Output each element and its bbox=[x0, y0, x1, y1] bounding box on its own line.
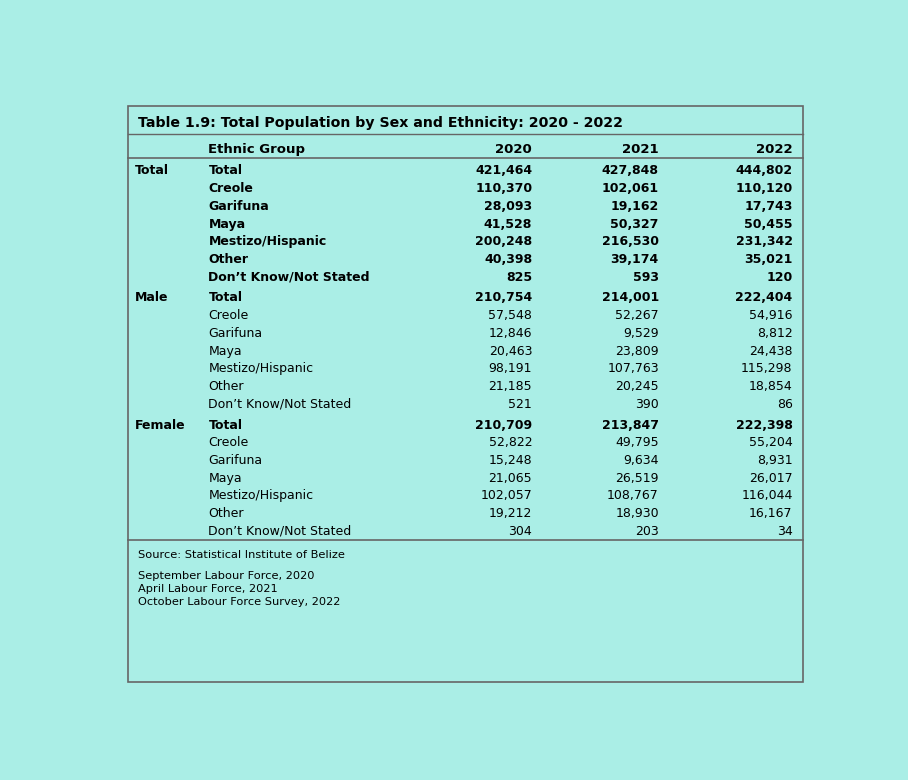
Text: 120: 120 bbox=[766, 271, 793, 284]
Text: Ethnic Group: Ethnic Group bbox=[209, 144, 305, 157]
Text: 52,822: 52,822 bbox=[489, 436, 532, 449]
Text: 421,464: 421,464 bbox=[475, 165, 532, 178]
Text: 41,528: 41,528 bbox=[484, 218, 532, 231]
Text: Don’t Know/Not Stated: Don’t Know/Not Stated bbox=[209, 525, 351, 538]
Text: Male: Male bbox=[134, 292, 168, 304]
Text: 210,709: 210,709 bbox=[475, 419, 532, 431]
Text: 825: 825 bbox=[506, 271, 532, 284]
Text: 26,017: 26,017 bbox=[749, 472, 793, 484]
Text: 231,342: 231,342 bbox=[735, 236, 793, 248]
Text: Garifuna: Garifuna bbox=[209, 200, 270, 213]
Text: Maya: Maya bbox=[209, 218, 246, 231]
Text: 49,795: 49,795 bbox=[616, 436, 659, 449]
Text: 2020: 2020 bbox=[496, 144, 532, 157]
Text: 23,809: 23,809 bbox=[616, 345, 659, 358]
Text: 427,848: 427,848 bbox=[602, 165, 659, 178]
Text: 54,916: 54,916 bbox=[749, 309, 793, 322]
Text: 214,001: 214,001 bbox=[602, 292, 659, 304]
Text: 15,248: 15,248 bbox=[489, 454, 532, 467]
Text: 203: 203 bbox=[635, 525, 659, 538]
Text: 40,398: 40,398 bbox=[484, 253, 532, 266]
Text: 444,802: 444,802 bbox=[735, 165, 793, 178]
Text: 21,065: 21,065 bbox=[489, 472, 532, 484]
Text: 39,174: 39,174 bbox=[610, 253, 659, 266]
Text: Other: Other bbox=[209, 380, 244, 393]
Text: 213,847: 213,847 bbox=[602, 419, 659, 431]
Text: 521: 521 bbox=[508, 398, 532, 411]
Text: Female: Female bbox=[134, 419, 185, 431]
Text: 222,404: 222,404 bbox=[735, 292, 793, 304]
Text: 8,812: 8,812 bbox=[757, 327, 793, 340]
Text: 52,267: 52,267 bbox=[616, 309, 659, 322]
Text: 2021: 2021 bbox=[622, 144, 659, 157]
Text: 200,248: 200,248 bbox=[475, 236, 532, 248]
Text: 110,120: 110,120 bbox=[735, 183, 793, 195]
Text: Maya: Maya bbox=[209, 345, 242, 358]
Text: 210,754: 210,754 bbox=[475, 292, 532, 304]
Text: 26,519: 26,519 bbox=[616, 472, 659, 484]
Text: Creole: Creole bbox=[209, 309, 249, 322]
Text: September Labour Force, 2020: September Labour Force, 2020 bbox=[138, 571, 315, 581]
Text: Maya: Maya bbox=[209, 472, 242, 484]
Text: 116,044: 116,044 bbox=[741, 489, 793, 502]
Text: 390: 390 bbox=[635, 398, 659, 411]
Text: Mestizo/Hispanic: Mestizo/Hispanic bbox=[209, 489, 313, 502]
Text: 304: 304 bbox=[508, 525, 532, 538]
Text: 18,930: 18,930 bbox=[616, 507, 659, 520]
Text: Total: Total bbox=[209, 419, 242, 431]
Text: Mestizo/Hispanic: Mestizo/Hispanic bbox=[209, 236, 327, 248]
Text: 86: 86 bbox=[776, 398, 793, 411]
Text: 55,204: 55,204 bbox=[749, 436, 793, 449]
Text: Other: Other bbox=[209, 507, 244, 520]
Text: Total: Total bbox=[134, 165, 169, 178]
Text: 8,931: 8,931 bbox=[757, 454, 793, 467]
Text: Total: Total bbox=[209, 165, 242, 178]
Text: 16,167: 16,167 bbox=[749, 507, 793, 520]
Text: Creole: Creole bbox=[209, 183, 253, 195]
Text: October Labour Force Survey, 2022: October Labour Force Survey, 2022 bbox=[138, 597, 340, 607]
Text: 593: 593 bbox=[633, 271, 659, 284]
Text: 57,548: 57,548 bbox=[489, 309, 532, 322]
Text: Source: Statistical Institute of Belize: Source: Statistical Institute of Belize bbox=[138, 551, 345, 560]
Text: Table 1.9: Total Population by Sex and Ethnicity: 2020 - 2022: Table 1.9: Total Population by Sex and E… bbox=[138, 115, 623, 129]
Text: April Labour Force, 2021: April Labour Force, 2021 bbox=[138, 584, 278, 594]
Text: 50,455: 50,455 bbox=[744, 218, 793, 231]
Text: 34: 34 bbox=[777, 525, 793, 538]
Text: 108,767: 108,767 bbox=[607, 489, 659, 502]
Text: Garifuna: Garifuna bbox=[209, 327, 262, 340]
Text: 2022: 2022 bbox=[756, 144, 793, 157]
Text: 12,846: 12,846 bbox=[489, 327, 532, 340]
Text: 19,162: 19,162 bbox=[610, 200, 659, 213]
Text: Garifuna: Garifuna bbox=[209, 454, 262, 467]
FancyBboxPatch shape bbox=[127, 105, 804, 682]
Text: 110,370: 110,370 bbox=[475, 183, 532, 195]
Text: 98,191: 98,191 bbox=[489, 363, 532, 375]
Text: Other: Other bbox=[209, 253, 249, 266]
Text: Mestizo/Hispanic: Mestizo/Hispanic bbox=[209, 363, 313, 375]
Text: 9,634: 9,634 bbox=[624, 454, 659, 467]
Text: Total: Total bbox=[209, 292, 242, 304]
Text: 17,743: 17,743 bbox=[745, 200, 793, 213]
Text: 50,327: 50,327 bbox=[610, 218, 659, 231]
Text: 35,021: 35,021 bbox=[745, 253, 793, 266]
Text: 28,093: 28,093 bbox=[484, 200, 532, 213]
Text: 20,463: 20,463 bbox=[489, 345, 532, 358]
Text: Don’t Know/Not Stated: Don’t Know/Not Stated bbox=[209, 271, 370, 284]
Text: 102,061: 102,061 bbox=[602, 183, 659, 195]
Text: 115,298: 115,298 bbox=[741, 363, 793, 375]
Text: 102,057: 102,057 bbox=[480, 489, 532, 502]
Text: 9,529: 9,529 bbox=[623, 327, 659, 340]
Text: 24,438: 24,438 bbox=[749, 345, 793, 358]
Text: 107,763: 107,763 bbox=[607, 363, 659, 375]
Text: 222,398: 222,398 bbox=[735, 419, 793, 431]
Text: 18,854: 18,854 bbox=[749, 380, 793, 393]
Text: Don’t Know/Not Stated: Don’t Know/Not Stated bbox=[209, 398, 351, 411]
Text: 21,185: 21,185 bbox=[489, 380, 532, 393]
Text: Creole: Creole bbox=[209, 436, 249, 449]
Text: 19,212: 19,212 bbox=[489, 507, 532, 520]
Text: 20,245: 20,245 bbox=[616, 380, 659, 393]
Text: 216,530: 216,530 bbox=[602, 236, 659, 248]
